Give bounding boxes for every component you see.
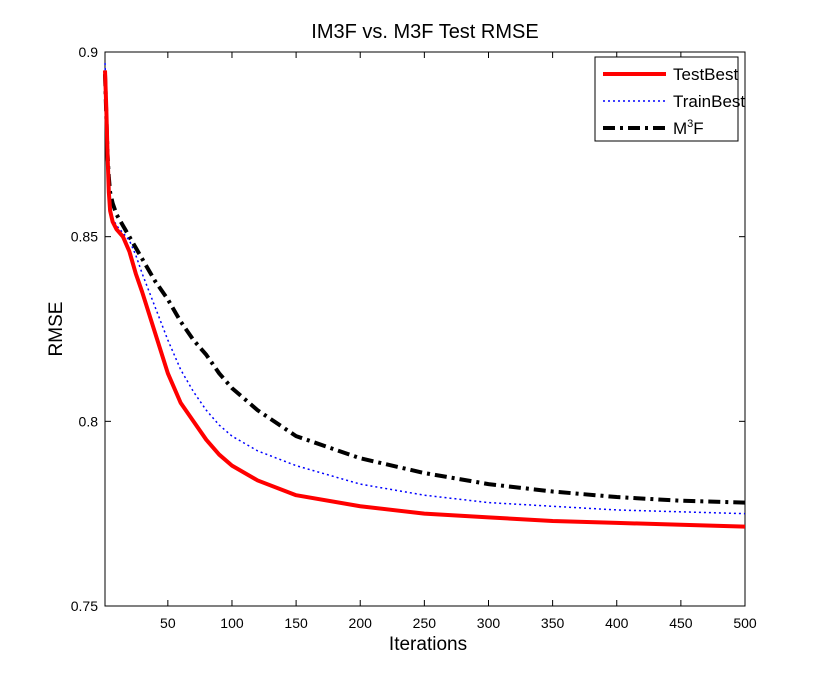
- x-tick-label: 450: [669, 615, 693, 631]
- legend-box: [594, 56, 739, 142]
- legend-label-testbest: TestBest: [673, 65, 738, 84]
- x-ticks: 50 100 150 200 250 300 350 400 450 500: [160, 52, 757, 631]
- y-axis-label: RMSE: [46, 302, 67, 357]
- x-tick-label: 150: [284, 615, 308, 631]
- x-tick-label: 500: [733, 615, 757, 631]
- x-tick-label: 50: [160, 615, 176, 631]
- plot-area: 50 100 150 200 250 300 350 400 450 500 0.75 0.8 0.8…: [71, 44, 757, 631]
- legend: TestBest TrainBest M3F: [594, 56, 745, 142]
- y-tick-label: 0.85: [71, 229, 98, 245]
- y-tick-label: 0.8: [79, 413, 99, 429]
- x-tick-label: 300: [477, 615, 501, 631]
- series-line-testbest: [103, 70, 746, 529]
- chart-title: IM3F vs. M3F Test RMSE: [311, 21, 538, 43]
- legend-label-m3f: M3F: [673, 118, 704, 138]
- series-layer: [103, 63, 746, 529]
- x-tick-label: 200: [349, 615, 373, 631]
- x-tick-label: 100: [220, 615, 244, 631]
- legend-label-trainbest: TrainBest: [673, 92, 745, 111]
- y-tick-label: 0.75: [71, 598, 98, 614]
- y-tick-label: 0.9: [79, 44, 99, 60]
- y-ticks: 0.75 0.8 0.85 0.9: [71, 44, 745, 614]
- x-axis-label: Iterations: [389, 634, 467, 655]
- x-tick-label: 350: [541, 615, 565, 631]
- series-line-m3f: [103, 74, 746, 505]
- x-tick-label: 400: [605, 615, 629, 631]
- x-tick-label: 250: [413, 615, 437, 631]
- legend-entries: TestBest TrainBest M3F: [603, 65, 745, 138]
